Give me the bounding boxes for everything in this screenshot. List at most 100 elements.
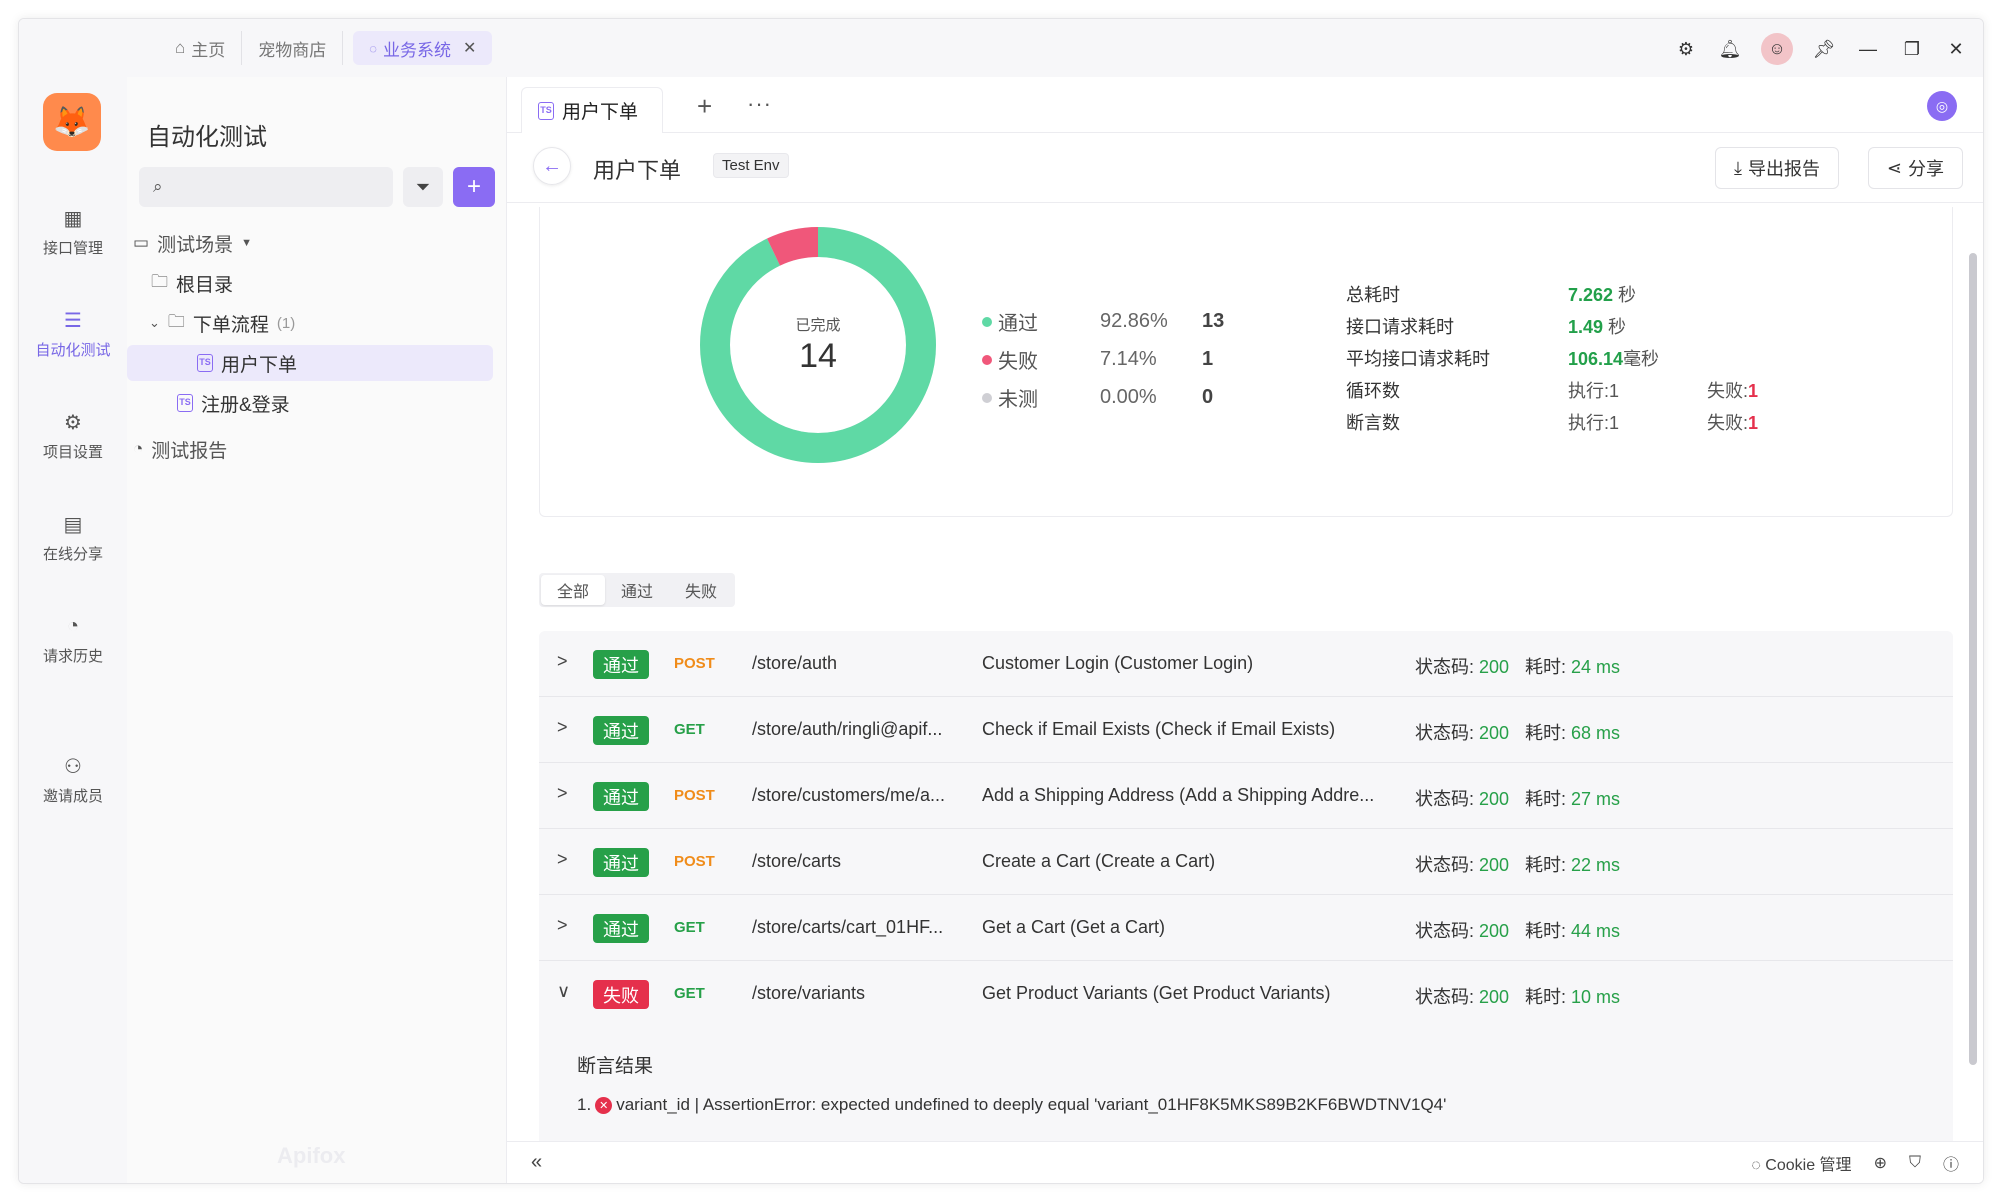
more-icon[interactable]: ···: [747, 91, 772, 116]
status-code: 状态码: 200: [1415, 785, 1509, 811]
table-row[interactable]: > 通过 POST /store/auth Customer Login (Cu…: [539, 631, 1953, 697]
status-badge: 通过: [593, 848, 649, 877]
restore-icon[interactable]: ❐: [1903, 38, 1921, 59]
filter-tab-fail[interactable]: 失败: [685, 584, 718, 601]
pin-icon[interactable]: 📌︎: [1812, 38, 1836, 59]
rail-item-settings[interactable]: ⚙ 项目设置: [19, 409, 127, 462]
assertion-panel: 断言结果 1. ✕ variant_id | AssertionError: e…: [539, 1027, 1953, 1155]
tree-node-root[interactable]: 🗀 根目录: [151, 265, 233, 301]
folder-icon: 🗀: [167, 311, 185, 331]
rail-item-api[interactable]: ▦ 接口管理: [19, 205, 127, 258]
minimize-icon[interactable]: —: [1859, 38, 1877, 59]
cookie-icon: ◌: [1751, 1157, 1761, 1174]
chevron-right-icon[interactable]: >: [557, 651, 568, 671]
duration-label: 耗时:: [1525, 855, 1572, 875]
request-path: /store/auth: [752, 653, 838, 673]
duration: 耗时: 68 ms: [1525, 719, 1620, 745]
tab-business-system[interactable]: ◌ 业务系统 ✕: [353, 31, 493, 65]
table-row[interactable]: > 通过 POST /store/customers/me/a... Add a…: [539, 763, 1953, 829]
automation-icon: ☰: [64, 309, 82, 332]
bell-icon[interactable]: 🔔︎: [1718, 38, 1742, 59]
status-value: 200: [1479, 855, 1510, 875]
table-row[interactable]: > 通过 POST /store/carts Create a Cart (Cr…: [539, 829, 1953, 895]
http-method: GET: [674, 985, 705, 1002]
help-icon[interactable]: ⓘ: [1942, 1157, 1959, 1174]
rail-item-share[interactable]: ▤ 在线分享: [19, 511, 127, 564]
http-method: GET: [674, 919, 705, 936]
close-icon[interactable]: ✕: [463, 40, 477, 57]
invite-user-icon: ⚇: [64, 755, 82, 778]
request-path: /store/customers/me/a...: [752, 785, 946, 805]
status-badge: 通过: [593, 914, 649, 943]
tree-node-label: 下单流程: [192, 314, 269, 336]
legend-name: 未测: [998, 389, 1038, 411]
assistant-icon[interactable]: ◎: [1927, 91, 1957, 121]
chevron-right-icon[interactable]: >: [557, 717, 568, 737]
tab-home-label: 主页: [191, 40, 226, 60]
legend-pct: 0.00%: [1100, 386, 1157, 408]
back-button[interactable]: ←: [533, 147, 571, 185]
result-donut: 已完成 14: [700, 227, 936, 463]
new-tab-button[interactable]: +: [697, 91, 713, 121]
search-box[interactable]: ⌕: [139, 167, 393, 207]
upload-icon[interactable]: ⊕: [1873, 1155, 1887, 1172]
tree-node-scenarios[interactable]: ▭ 测试场景 ▼: [133, 225, 252, 261]
plus-icon: +: [466, 173, 481, 200]
chevron-down-icon[interactable]: ∨: [557, 981, 571, 1001]
rail-item-history[interactable]: ◔ 请求历史: [19, 613, 127, 666]
chevron-down-icon[interactable]: ⌄: [149, 315, 160, 330]
table-row-expanded[interactable]: ∨ 失败 GET /store/variants Get Product Var…: [539, 961, 1953, 1027]
tree-node-label: 测试场景: [157, 234, 234, 256]
tree-node-reports[interactable]: ◔ 测试报告: [133, 431, 227, 467]
report-icon: ◔: [133, 439, 144, 458]
export-report-button[interactable]: ⤓ 导出报告: [1715, 147, 1839, 189]
table-row[interactable]: > 通过 GET /store/auth/ringli@apif... Chec…: [539, 697, 1953, 763]
stat-value: 106.14: [1568, 349, 1624, 369]
tab-user-order[interactable]: TS 用户下单: [521, 87, 664, 133]
request-desc: Create a Cart (Create a Cart): [982, 851, 1216, 871]
assertion-title: 断言结果: [577, 1056, 654, 1077]
duration: 耗时: 22 ms: [1525, 851, 1620, 877]
duration-label: 耗时:: [1525, 789, 1572, 809]
collapse-sidebar-icon[interactable]: «: [531, 1151, 543, 1173]
request-desc: Get a Cart (Get a Cart): [982, 917, 1166, 937]
chevron-right-icon[interactable]: >: [557, 849, 568, 869]
close-window-icon[interactable]: ✕: [1948, 38, 1964, 59]
legend-pass: 通过 92.86% 13: [982, 307, 1224, 336]
legend-pct: 92.86%: [1100, 310, 1168, 332]
filter-button[interactable]: ⏷: [403, 167, 443, 207]
tree-node-user-order[interactable]: TS 用户下单: [127, 345, 493, 381]
cookie-manager-button[interactable]: ◌ Cookie 管理: [1751, 1151, 1851, 1175]
stat-loop-label: 循环数: [1346, 381, 1400, 401]
main-tabs: TS 用户下单 + ··· ◎: [507, 77, 1983, 133]
chevron-right-icon[interactable]: >: [557, 915, 568, 935]
tab-home[interactable]: ⌂ 主页: [159, 31, 243, 65]
avatar[interactable]: ☺: [1761, 33, 1793, 65]
filter-tab-pass[interactable]: 通过: [621, 584, 654, 601]
table-row[interactable]: > 通过 GET /store/carts/cart_01HF... Get a…: [539, 895, 1953, 961]
completed-value: 14: [799, 337, 837, 375]
chevron-right-icon[interactable]: >: [557, 783, 568, 803]
status-bar-actions: ◌ Cookie 管理 ⊕ ⛉ ⓘ: [1751, 1151, 1959, 1175]
rail-item-automation[interactable]: ☰ 自动化测试: [19, 307, 127, 360]
share-button[interactable]: ⋖ 分享: [1867, 147, 1963, 189]
status-code: 状态码: 200: [1415, 983, 1509, 1009]
tab-pet-store[interactable]: 宠物商店: [242, 31, 344, 65]
caret-down-icon[interactable]: ▼: [241, 237, 252, 249]
tree-node-order-flow[interactable]: ⌄ 🗀 下单流程 (1): [149, 305, 295, 341]
shirt-icon[interactable]: ⛉: [1908, 1154, 1921, 1171]
filter-tab-all[interactable]: 全部: [541, 575, 606, 605]
status-label: 状态码:: [1415, 921, 1480, 941]
stat-total-value: 7.262 秒: [1568, 281, 1636, 307]
add-button[interactable]: +: [453, 167, 495, 207]
search-input[interactable]: [170, 178, 371, 196]
gear-icon[interactable]: ⚙: [1677, 38, 1695, 59]
test-case-icon: TS: [538, 101, 554, 120]
rail-item-invite[interactable]: ⚇ 邀请成员: [19, 753, 127, 806]
stat-api-value: 1.49 秒: [1568, 313, 1626, 339]
status-label: 状态码:: [1415, 855, 1480, 875]
request-desc: Customer Login (Customer Login): [982, 653, 1254, 673]
tree-node-register-login[interactable]: TS 注册&登录: [177, 385, 290, 421]
legend-name: 失败: [998, 351, 1038, 373]
scrollbar[interactable]: [1969, 253, 1977, 1065]
